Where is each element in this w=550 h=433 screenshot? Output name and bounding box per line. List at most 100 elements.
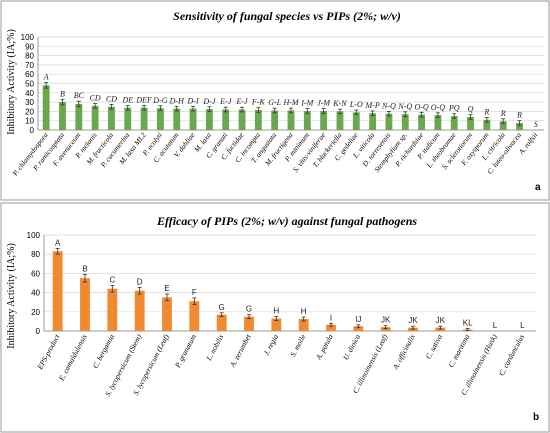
panel-a-chart: Sensitivity of fungal species vs PIPs (2… bbox=[0, 0, 550, 201]
bar bbox=[303, 110, 311, 130]
significance-letter: O-Q bbox=[431, 103, 445, 112]
bar bbox=[271, 318, 282, 331]
bar bbox=[418, 114, 426, 130]
category-label: J. regia bbox=[262, 333, 281, 357]
significance-letter: E-J bbox=[235, 97, 248, 106]
bar bbox=[298, 319, 309, 331]
significance-letter: I-M bbox=[300, 99, 314, 108]
category-label: C. sativa bbox=[424, 332, 445, 360]
significance-letter: C bbox=[109, 275, 115, 284]
significance-letter: CD bbox=[106, 94, 117, 103]
bar bbox=[353, 326, 364, 331]
bar bbox=[173, 108, 181, 130]
y-tick-label: 0 bbox=[36, 327, 41, 336]
y-tick-label: 100 bbox=[27, 231, 41, 240]
category-label: A. zerumbet bbox=[228, 332, 254, 370]
category-label: A. patula bbox=[313, 332, 334, 362]
bar bbox=[516, 123, 523, 130]
bar bbox=[336, 111, 344, 130]
significance-letter: JK bbox=[408, 316, 418, 325]
bar bbox=[380, 327, 391, 331]
significance-letter: BC bbox=[74, 91, 85, 100]
bar bbox=[483, 119, 491, 130]
y-tick-label: 70 bbox=[25, 61, 34, 70]
significance-letter: JK bbox=[381, 316, 391, 325]
bar bbox=[450, 116, 458, 130]
y-tick-label: 60 bbox=[31, 269, 40, 278]
category-label: P. granatum bbox=[173, 332, 199, 370]
significance-letter: G bbox=[219, 303, 225, 312]
significance-letter: R bbox=[500, 109, 506, 118]
significance-letter: H-M bbox=[282, 98, 299, 107]
category-label: C. bergamia bbox=[91, 333, 117, 370]
bar bbox=[134, 290, 145, 331]
y-tick-label: 30 bbox=[25, 98, 34, 107]
bar bbox=[140, 107, 148, 130]
significance-letter: G-L bbox=[268, 98, 281, 107]
bar bbox=[59, 102, 66, 130]
bar bbox=[320, 110, 328, 130]
significance-letter: D bbox=[137, 277, 143, 286]
significance-letter: CD bbox=[90, 93, 101, 102]
y-tick-label: 50 bbox=[25, 80, 34, 89]
bar bbox=[189, 108, 197, 130]
significance-letter: F-K bbox=[251, 98, 266, 107]
bar bbox=[467, 116, 474, 130]
significance-letter: Q bbox=[468, 105, 474, 114]
panel-b-letter: b bbox=[533, 412, 539, 423]
significance-letter: N-Q bbox=[381, 101, 396, 110]
significance-letter: KL bbox=[463, 319, 473, 328]
significance-letter: O-Q bbox=[414, 102, 428, 111]
bar bbox=[107, 288, 118, 331]
y-tick-label: 20 bbox=[31, 308, 40, 317]
category-label: E. camaldulensis bbox=[56, 333, 89, 383]
bar bbox=[254, 110, 262, 130]
significance-letter: B bbox=[60, 89, 65, 98]
y-tick-label: 10 bbox=[25, 117, 34, 126]
bar bbox=[401, 114, 409, 130]
bar bbox=[287, 110, 295, 130]
bar bbox=[369, 113, 377, 130]
panel-a-letter: a bbox=[535, 182, 541, 193]
significance-letter: J-M bbox=[317, 99, 331, 108]
bar bbox=[352, 112, 360, 130]
bar bbox=[205, 109, 213, 130]
significance-letter: A bbox=[43, 73, 49, 82]
bar bbox=[216, 314, 227, 331]
bar bbox=[42, 85, 50, 130]
bar bbox=[75, 103, 83, 130]
bar bbox=[271, 110, 279, 130]
y-tick-label: 100 bbox=[21, 33, 35, 42]
category-label: L. nobilis bbox=[204, 333, 226, 363]
panel-b-border bbox=[0, 202, 550, 433]
category-label: EPS-product bbox=[35, 332, 62, 372]
y-tick-label: 80 bbox=[25, 52, 34, 61]
significance-letter: R bbox=[516, 111, 522, 120]
significance-letter: E bbox=[164, 284, 169, 293]
panel-a-border bbox=[0, 0, 550, 201]
bar bbox=[91, 105, 99, 130]
bar bbox=[124, 107, 132, 130]
y-tick-label: 40 bbox=[25, 89, 34, 98]
significance-letter: R bbox=[483, 107, 489, 116]
panel-b-y-axis-label: Inhibitory Activity (IA;%) bbox=[6, 243, 17, 349]
significance-letter: D-J bbox=[202, 97, 215, 106]
panel-b-title: Efficacy of PIPs (2%; w/v) against funga… bbox=[156, 214, 417, 228]
significance-letter: D-I bbox=[187, 96, 199, 105]
panel-a-title: Sensitivity of fungal species vs PIPs (2… bbox=[173, 9, 401, 23]
category-label: S. molle bbox=[288, 332, 308, 358]
significance-letter: D-G bbox=[152, 96, 167, 105]
significance-letter: D-H bbox=[169, 96, 185, 105]
significance-letter: H bbox=[301, 307, 307, 316]
bar bbox=[238, 109, 246, 130]
category-label: A. officinalis bbox=[390, 333, 416, 372]
category-label: C. maritima bbox=[446, 333, 471, 369]
bar bbox=[52, 251, 63, 331]
bar bbox=[326, 324, 336, 331]
category-label: U. dioica bbox=[341, 333, 362, 362]
significance-letter: E-J bbox=[219, 97, 232, 106]
significance-letter: L-O bbox=[349, 100, 363, 109]
significance-letter: G bbox=[246, 305, 252, 314]
significance-letter: I bbox=[330, 313, 332, 322]
